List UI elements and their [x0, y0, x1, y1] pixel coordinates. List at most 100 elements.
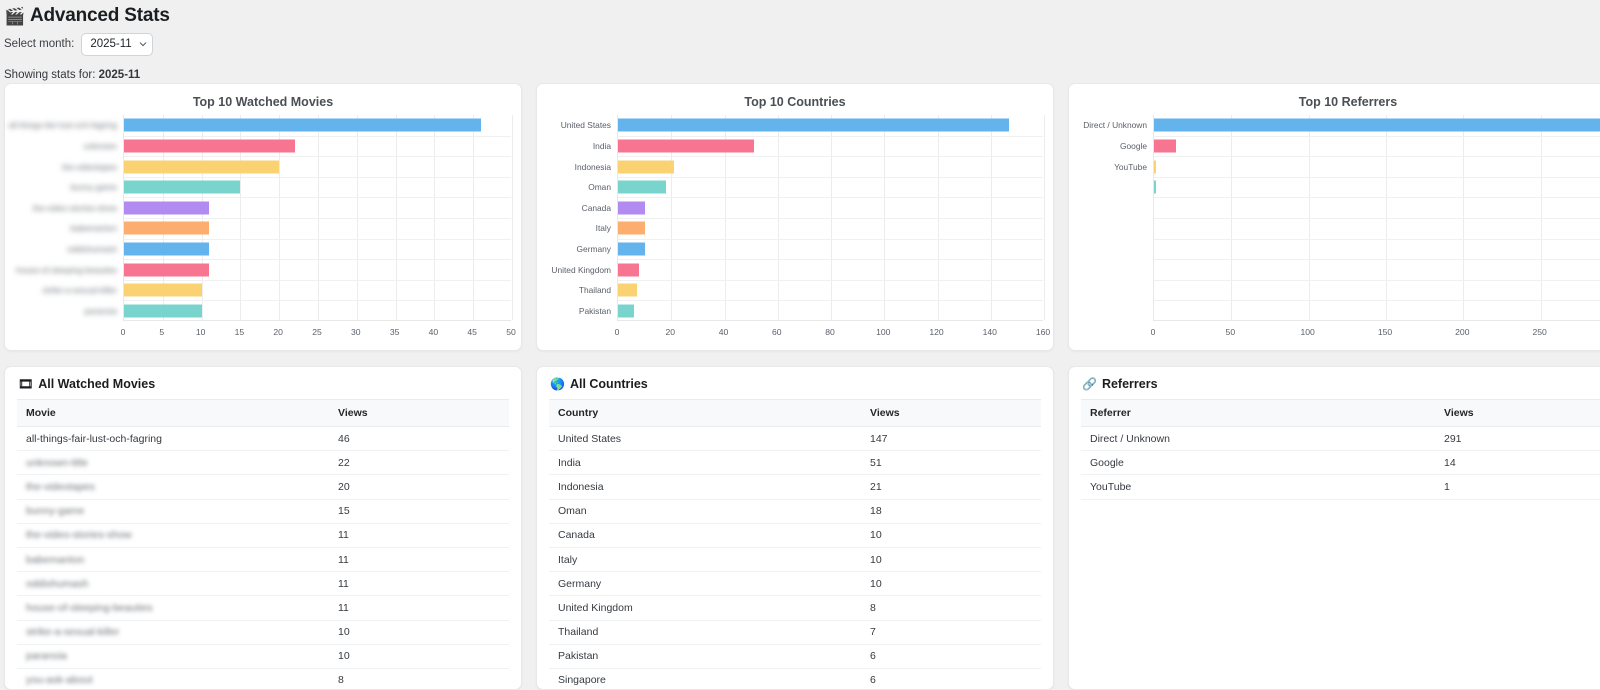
chart-bar[interactable]	[618, 139, 754, 153]
table-row[interactable]: United States 147	[549, 426, 1041, 452]
month-select[interactable]: 2025-11	[81, 33, 154, 56]
row-name-cell: oddishumash	[17, 571, 329, 597]
row-views-cell: 51	[861, 450, 1041, 476]
table-row[interactable]: babemanton 11	[17, 547, 509, 573]
x-axis-labels: 0 5 10 15 20 25 30 35 40 45 50	[15, 323, 516, 343]
table-row[interactable]: Canada 10	[549, 523, 1041, 548]
row-views-cell: 10	[861, 523, 1041, 548]
row-name-cell: Pakistan	[549, 644, 861, 669]
chart-bar[interactable]	[618, 283, 637, 297]
row-name-cell: India	[549, 450, 861, 476]
chart-card-countries: Top 10 Countries United States India Indon…	[536, 83, 1054, 351]
month-select-wrapper[interactable]: 2025-11	[81, 33, 154, 56]
table-header-row: Referrer Views	[1081, 399, 1600, 427]
x-axis-tick-label: 50	[506, 327, 516, 337]
table-row[interactable]: Italy 10	[549, 547, 1041, 573]
table-row[interactable]: Indonesia 21	[549, 474, 1041, 500]
table-row[interactable]: Pakistan 6	[549, 644, 1041, 669]
table-row[interactable]: YouTube 1	[1081, 474, 1600, 500]
chart-bar[interactable]	[618, 304, 634, 318]
row-views-cell: 20	[329, 474, 509, 500]
table-row[interactable]: the-videotapes 20	[17, 474, 509, 500]
table-row[interactable]: Oman 18	[549, 499, 1041, 524]
row-views-cell: 10	[329, 644, 509, 669]
table-row[interactable]: the-video-stories-show 11	[17, 523, 509, 548]
table-row[interactable]: Singapore 6	[549, 668, 1041, 689]
gridline-horizontal	[124, 259, 511, 261]
chart-bar[interactable]	[618, 118, 1010, 132]
chart-bar[interactable]	[124, 283, 202, 297]
x-axis-tick-label: 40	[718, 327, 729, 337]
chart-bar[interactable]	[124, 242, 210, 256]
table-row[interactable]: paranoia 10	[17, 644, 509, 669]
table-row[interactable]: oddishumash 11	[17, 571, 509, 597]
row-views-cell: 6	[861, 668, 1041, 689]
table-title: 🔗 Referrers	[1082, 377, 1600, 391]
gridline-horizontal	[618, 135, 1043, 137]
table-row[interactable]: United Kingdom 8	[549, 595, 1041, 621]
y-axis-labels: Direct / Unknown Google YouTube	[1079, 115, 1153, 321]
chart-bar[interactable]	[618, 180, 666, 194]
chart-bar[interactable]	[124, 304, 202, 318]
table-row[interactable]: Direct / Unknown 291	[1081, 426, 1600, 452]
table-row[interactable]: house-of-sleeping-beauties 11	[17, 595, 509, 621]
table-card-movies: 🎞 All Watched Movies Movie Views all-thing…	[4, 366, 522, 690]
gridline-horizontal	[124, 238, 511, 240]
row-name-cell: YouTube	[1081, 474, 1435, 500]
chart-bar[interactable]	[124, 263, 210, 276]
showing-value: 2025-11	[98, 68, 141, 81]
row-name-cell: the-videotapes	[17, 474, 329, 500]
chart-bar[interactable]	[618, 221, 645, 235]
chart-bar[interactable]	[124, 160, 280, 173]
chart-bar[interactable]	[124, 221, 210, 235]
table-row[interactable]: you-ask-about 8	[17, 668, 509, 689]
gridline-horizontal	[618, 279, 1043, 281]
y-axis-labels: all-things-fair-lust-och-fagring unknown t…	[9, 115, 123, 321]
chart-canvas-movies[interactable]: all-things-fair-lust-och-fagring unknown t…	[9, 115, 516, 343]
table-row[interactable]: Germany 10	[549, 571, 1041, 597]
x-axis-tick-label: 160	[1035, 327, 1051, 337]
table-row[interactable]: all-things-fair-lust-och-fagring 46	[17, 426, 509, 452]
table-title-text: Referrers	[1101, 377, 1158, 391]
row-name-cell: Germany	[549, 571, 861, 597]
row-views-cell: 18	[861, 499, 1041, 524]
row-views-cell: 291	[1435, 426, 1600, 452]
chart-bar[interactable]	[1154, 160, 1156, 173]
x-axis-tick-label: 25	[312, 327, 322, 337]
table-row[interactable]: India 51	[549, 450, 1041, 476]
row-name-cell: paranoia	[17, 644, 329, 669]
x-axis-tick-label: 140	[982, 327, 997, 337]
chart-bar[interactable]	[124, 118, 481, 132]
chart-bar[interactable]	[124, 180, 241, 194]
row-name-cell: strike-a-sexual-killer	[17, 620, 329, 645]
gridline-horizontal	[618, 259, 1043, 261]
table-row[interactable]: bunny-game 15	[17, 499, 509, 524]
gridline-horizontal	[1154, 218, 1600, 219]
chart-canvas-referrers[interactable]: Direct / Unknown Google YouTube 0 50 100 150 20…	[1079, 115, 1600, 343]
table-row[interactable]: Google 14	[1081, 450, 1600, 476]
chart-canvas-countries[interactable]: United States India Indonesia Oman Canada Ita…	[547, 115, 1050, 343]
y-axis-tick-label: United Kingdom	[551, 264, 611, 275]
chart-bar[interactable]	[1154, 139, 1176, 153]
chart-bar[interactable]	[124, 201, 210, 215]
table-row[interactable]: strike-a-sexual-killer 10	[17, 620, 509, 645]
row-views-cell: 11	[329, 595, 509, 621]
table-row[interactable]: unknown-title 22	[17, 450, 509, 476]
chart-bar[interactable]	[1154, 118, 1600, 132]
table-row[interactable]: Thailand 7	[549, 620, 1041, 645]
chart-title: Top 10 Referrers	[1298, 95, 1398, 109]
row-views-cell: 10	[861, 547, 1041, 573]
gridline-horizontal	[618, 218, 1043, 219]
chart-bar[interactable]	[124, 139, 295, 153]
chart-bar[interactable]	[1154, 180, 1156, 194]
chart-bar[interactable]	[618, 263, 640, 276]
chart-gridlines	[1153, 115, 1600, 321]
chart-bar[interactable]	[618, 201, 645, 215]
chart-bar[interactable]	[618, 160, 674, 173]
chart-bar[interactable]	[618, 242, 645, 256]
gridline	[1044, 115, 1045, 320]
table-title: 🌎 All Countries	[550, 377, 1041, 391]
chart-title: Top 10 Watched Movies	[192, 95, 334, 109]
x-axis-tick-label: 45	[467, 327, 477, 337]
y-axis-tick-label: unknown	[83, 140, 117, 151]
